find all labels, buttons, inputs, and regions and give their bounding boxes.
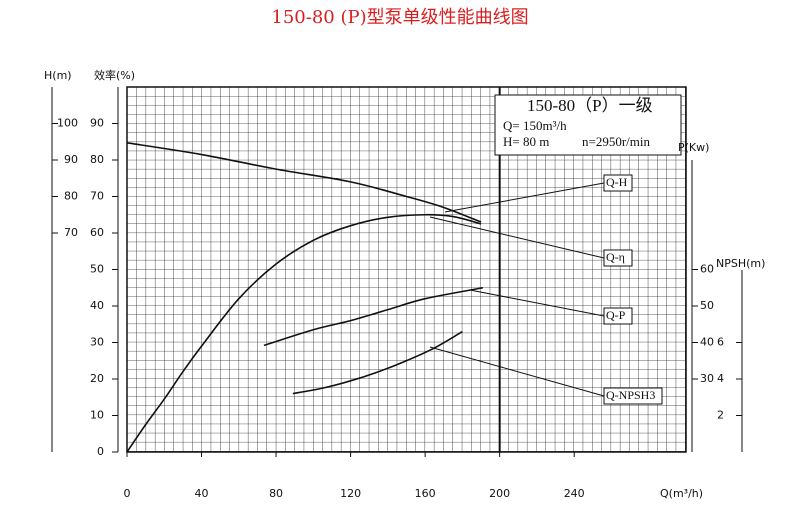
legend-label: Q-η [606,250,625,264]
label-box [603,249,633,267]
info-flow: Q= 150m³/h [503,118,567,133]
y-axis-title: 效率(%) [94,68,135,82]
info-model: 150-80（P）一级 [527,96,653,115]
y4-tick-label: 4 [717,372,724,385]
x-tick-label: 0 [124,487,131,500]
curve [126,142,482,223]
label-box [603,174,633,192]
y3-axis-title: P(Kw) [678,141,709,154]
chart-title: 150-80 (P)型泵单级性能曲线图 [271,7,528,28]
y2-tick-label: 90 [64,153,78,166]
y2-axis-title: H(m) [44,69,72,82]
y-tick-label: 80 [90,153,104,166]
label-box [603,307,633,325]
y3-tick-label: 40 [700,336,714,349]
x-tick-label: 80 [269,487,283,500]
x-tick-label: 40 [195,487,209,500]
x-tick-label: 200 [489,487,510,500]
info-head: H= 80 m [503,134,549,149]
y-tick-label: 0 [97,445,104,458]
y-tick-label: 50 [90,263,104,276]
y2-tick-label: 100 [57,117,78,130]
x-axis-title: Q(m³/h) [660,487,703,500]
leader-line [469,289,605,317]
y2-tick-label: 80 [64,190,78,203]
y-tick-label: 60 [90,226,104,239]
x-tick-label: 160 [415,487,436,500]
y4-axis-title: NPSH(m) [716,257,765,270]
legend-label: Q-P [606,308,626,322]
y-tick-label: 90 [90,117,104,130]
leader-line [429,346,605,397]
legend-label: Q-NPSH3 [606,388,655,402]
y-tick-label: 20 [90,372,104,385]
curve [263,286,484,347]
legend-label: Q-H [606,175,628,189]
y-tick-label: 70 [90,190,104,203]
x-tick-label: 240 [564,487,585,500]
info-speed: n=2950r/min [582,134,650,149]
y-tick-label: 10 [90,409,104,422]
leader-line [429,216,605,259]
y4-tick-label: 2 [717,409,724,422]
y-tick-label: 40 [90,299,104,312]
y3-tick-label: 50 [700,299,714,312]
leader-line [444,182,605,213]
info-box [494,94,682,156]
y3-tick-label: 30 [700,372,714,385]
label-box [603,387,663,405]
y-tick-label: 30 [90,336,104,349]
curve [126,213,482,453]
y3-tick-label: 60 [700,263,714,276]
y2-tick-label: 70 [64,226,78,239]
x-tick-label: 120 [340,487,361,500]
y4-tick-label: 6 [717,336,724,349]
